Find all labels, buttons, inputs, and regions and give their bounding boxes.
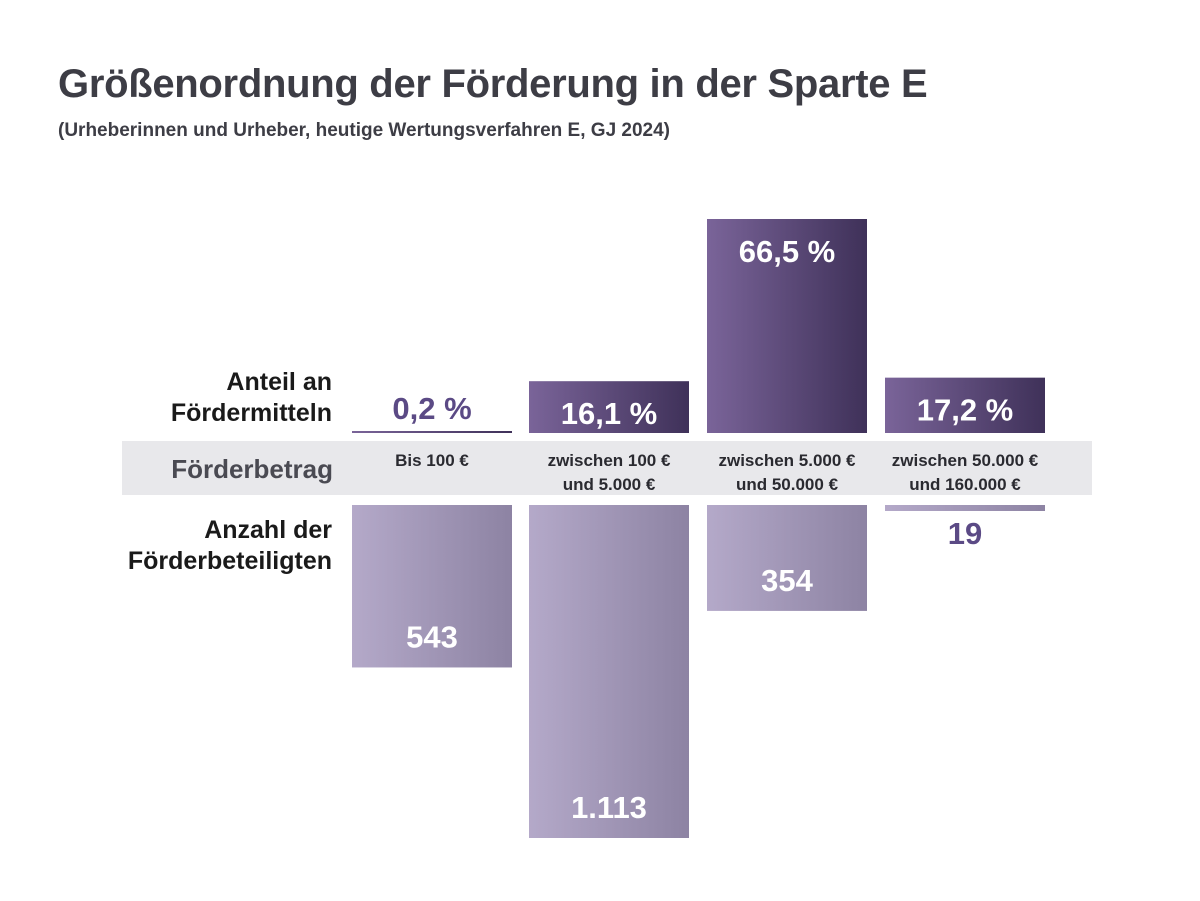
share-row-label: Anteil an Fördermitteln: [171, 367, 332, 429]
category-label: und 50.000 €: [736, 475, 839, 494]
share-bar: [885, 377, 1045, 433]
category-label: zwischen 5.000 €: [718, 451, 856, 470]
share-value-label: 17,2 %: [917, 393, 1014, 428]
category-label: Bis 100 €: [395, 451, 469, 470]
count-bar: [885, 505, 1045, 511]
share-bar: [707, 219, 867, 433]
count-bar: [352, 505, 512, 668]
amount-band: [122, 441, 1092, 495]
category-label: und 5.000 €: [563, 475, 656, 494]
share-bar: [352, 431, 512, 433]
count-bar: [707, 505, 867, 611]
count-value-label: 354: [761, 563, 813, 598]
share-value-label: 66,5 %: [739, 234, 836, 269]
share-row-label-line1: Anteil an: [226, 368, 332, 396]
count-value-label: 1.113: [571, 790, 647, 825]
share-bar: [529, 381, 689, 433]
category-label: zwischen 100 €: [548, 451, 671, 470]
count-row-label: Anzahl der Förderbeteiligten: [128, 515, 332, 577]
category-label: und 160.000 €: [909, 475, 1021, 494]
chart-title: Größenordnung der Förderung in der Spart…: [58, 62, 928, 106]
share-row-label-line2: Fördermitteln: [170, 399, 332, 427]
count-value-label: 19: [948, 516, 982, 551]
category-label: zwischen 50.000 €: [892, 451, 1039, 470]
chart-subtitle: (Urheberinnen und Urheber, heutige Wertu…: [58, 120, 671, 141]
share-value-label: 16,1 %: [561, 396, 658, 431]
count-row-label-line1: Anzahl der: [204, 516, 332, 544]
count-bar: [529, 505, 689, 838]
chart-marks: 0,2 % Bis 100 € 543 16,1 % zwischen 100 € und…: [352, 219, 1045, 838]
count-row-label-line2: Förderbeteiligten: [127, 547, 332, 575]
amount-band-label: Förderbetrag: [171, 454, 333, 484]
count-value-label: 543: [406, 619, 458, 654]
share-value-label: 0,2 %: [392, 391, 471, 426]
